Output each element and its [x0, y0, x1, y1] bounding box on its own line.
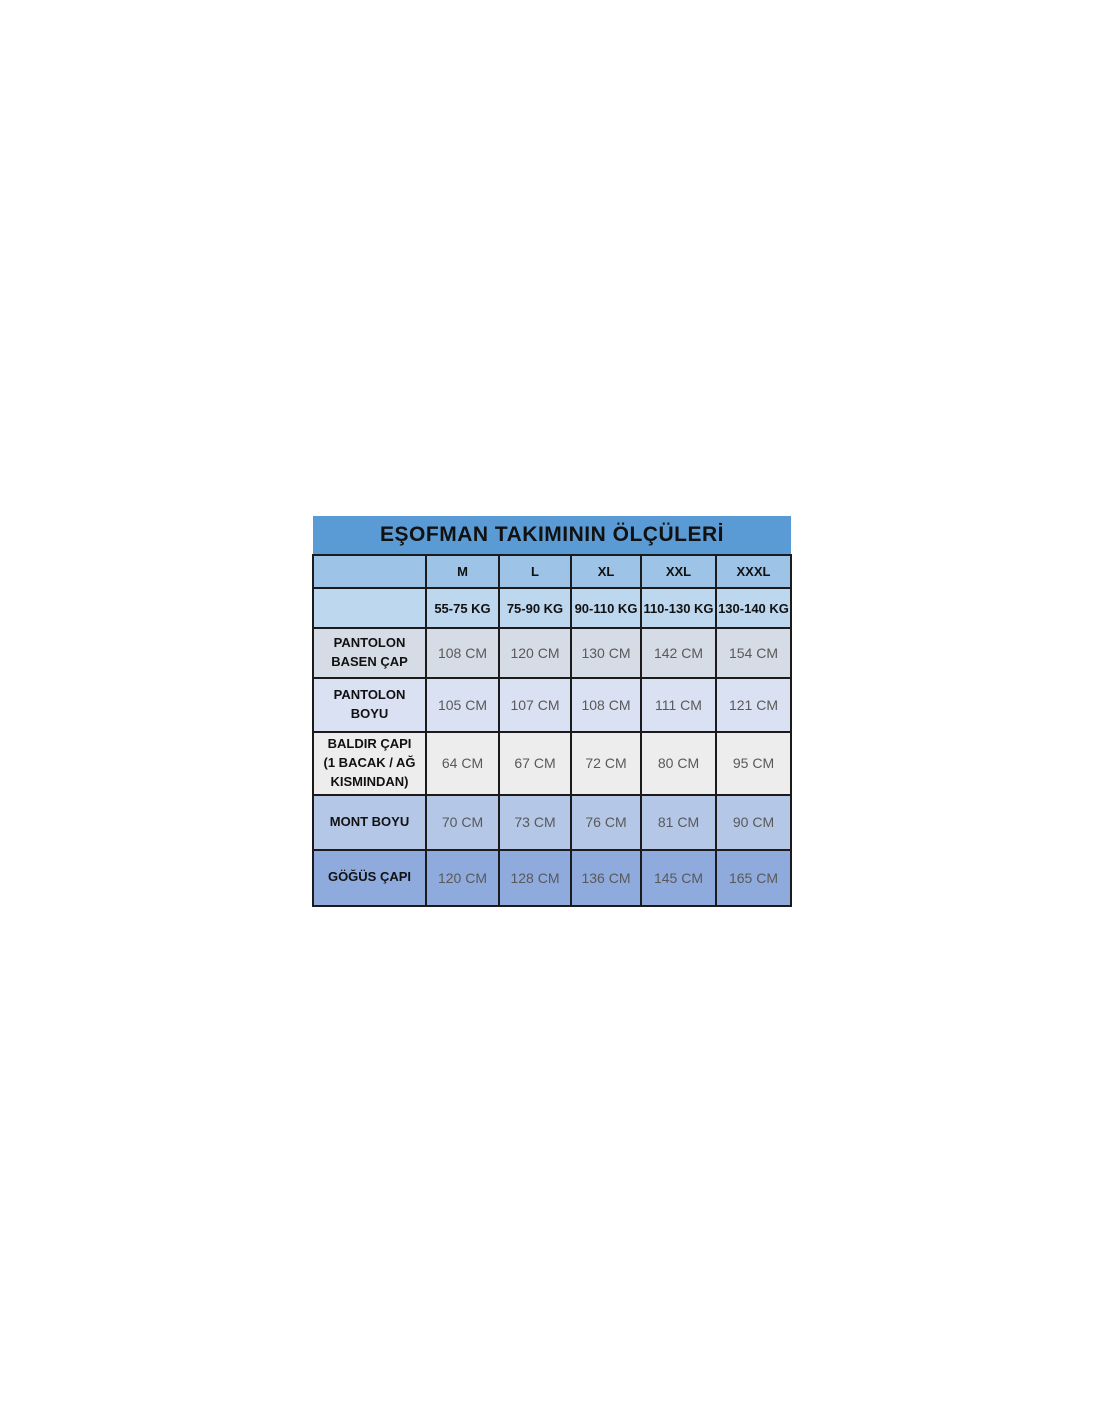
- row-label-cell: PANTOLON BOYU: [312, 677, 427, 733]
- value-cell: 128 CM: [498, 848, 572, 907]
- size-header-cell: XXL: [640, 554, 717, 589]
- weight-header-cell: 130-140 KG: [715, 587, 792, 629]
- value-cell: 145 CM: [640, 848, 717, 907]
- value-cell: 73 CM: [498, 793, 572, 851]
- value-cell: 67 CM: [498, 731, 572, 796]
- value-cell: 72 CM: [570, 731, 642, 796]
- table-title: EŞOFMAN TAKIMININ ÖLÇÜLERİ: [313, 516, 791, 556]
- value-cell: 121 CM: [715, 677, 792, 733]
- value-cell: 105 CM: [425, 677, 500, 733]
- table-row: GÖĞÜS ÇAPI 120 CM 128 CM 136 CM 145 CM 1…: [312, 848, 792, 907]
- row-label-cell: GÖĞÜS ÇAPI: [312, 848, 427, 907]
- weight-header-cell: 90-110 KG: [570, 587, 642, 629]
- weight-header-row: 55-75 KG 75-90 KG 90-110 KG 110-130 KG 1…: [312, 587, 792, 629]
- value-cell: 76 CM: [570, 793, 642, 851]
- value-cell: 64 CM: [425, 731, 500, 796]
- value-cell: 80 CM: [640, 731, 717, 796]
- value-cell: 108 CM: [570, 677, 642, 733]
- value-cell: 165 CM: [715, 848, 792, 907]
- weight-header-cell: 55-75 KG: [425, 587, 500, 629]
- value-cell: 120 CM: [498, 627, 572, 679]
- table-title-row: EŞOFMAN TAKIMININ ÖLÇÜLERİ: [313, 516, 791, 556]
- size-header-cell: XL: [570, 554, 642, 589]
- table-row: PANTOLON BOYU 105 CM 107 CM 108 CM 111 C…: [312, 677, 792, 733]
- value-cell: 70 CM: [425, 793, 500, 851]
- value-cell: 81 CM: [640, 793, 717, 851]
- size-chart-container: EŞOFMAN TAKIMININ ÖLÇÜLERİ M L XL XXL XX…: [312, 516, 792, 907]
- value-cell: 111 CM: [640, 677, 717, 733]
- row-label-cell: MONT BOYU: [312, 793, 427, 851]
- value-cell: 154 CM: [715, 627, 792, 679]
- value-cell: 107 CM: [498, 677, 572, 733]
- value-cell: 90 CM: [715, 793, 792, 851]
- value-cell: 120 CM: [425, 848, 500, 907]
- size-header-cell: XXXL: [715, 554, 792, 589]
- corner-empty-cell: [312, 587, 427, 629]
- size-header-cell: M: [425, 554, 500, 589]
- weight-header-cell: 110-130 KG: [640, 587, 717, 629]
- table-row: BALDIR ÇAPI (1 BACAK / AĞ KISMINDAN) 64 …: [312, 731, 792, 796]
- value-cell: 136 CM: [570, 848, 642, 907]
- size-header-cell: L: [498, 554, 572, 589]
- row-label-cell: PANTOLON BASEN ÇAP: [312, 627, 427, 679]
- size-chart-table: EŞOFMAN TAKIMININ ÖLÇÜLERİ M L XL XXL XX…: [312, 516, 792, 907]
- size-header-row: M L XL XXL XXXL: [312, 554, 792, 589]
- value-cell: 95 CM: [715, 731, 792, 796]
- table-row: PANTOLON BASEN ÇAP 108 CM 120 CM 130 CM …: [312, 627, 792, 679]
- value-cell: 142 CM: [640, 627, 717, 679]
- table-row: MONT BOYU 70 CM 73 CM 76 CM 81 CM 90 CM: [312, 793, 792, 851]
- weight-header-cell: 75-90 KG: [498, 587, 572, 629]
- value-cell: 130 CM: [570, 627, 642, 679]
- corner-empty-cell: [312, 554, 427, 589]
- row-label-cell: BALDIR ÇAPI (1 BACAK / AĞ KISMINDAN): [312, 731, 427, 796]
- value-cell: 108 CM: [425, 627, 500, 679]
